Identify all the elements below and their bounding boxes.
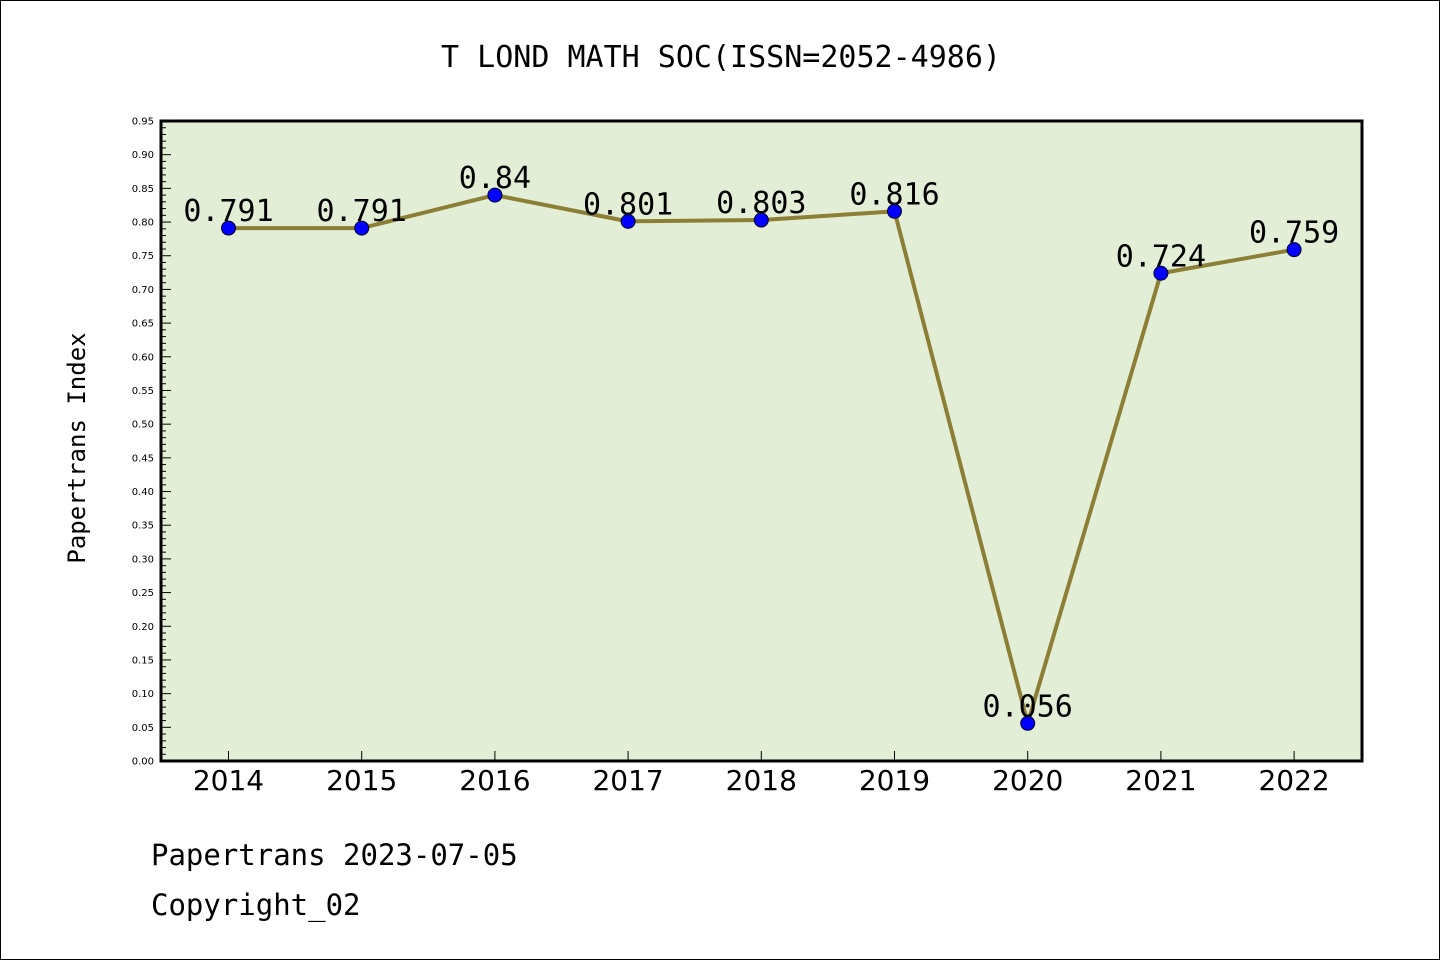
y-tick-label: 0.75 bbox=[132, 251, 154, 262]
y-tick-label: 0.35 bbox=[132, 521, 154, 532]
data-label: 0.759 bbox=[1249, 216, 1339, 251]
data-point bbox=[354, 220, 370, 236]
data-label: 0.801 bbox=[583, 187, 673, 222]
data-label: 0.056 bbox=[983, 689, 1073, 724]
x-tick-label: 2018 bbox=[726, 764, 797, 797]
footer-date: Papertrans 2023-07-05 bbox=[151, 838, 518, 872]
x-tick-label: 2014 bbox=[193, 764, 264, 797]
y-tick-label: 0.25 bbox=[132, 588, 154, 599]
series-group: 0.791 0.791 0.84 0.801 0.803 0.816 0.056 0.724 0… bbox=[183, 161, 1339, 731]
y-axis-ticks: 0.00 0.05 0.10 0.15 0.20 0.25 0.30 0.35 0.40 0.45… bbox=[132, 117, 171, 768]
data-label: 0.84 bbox=[459, 161, 531, 196]
footer-copyright: Copyright_02 bbox=[151, 888, 361, 923]
data-point bbox=[1286, 242, 1302, 258]
data-label: 0.816 bbox=[849, 177, 939, 212]
y-axis-label: Papertrans Index bbox=[63, 332, 91, 563]
y-tick-label: 0.90 bbox=[132, 150, 154, 161]
data-point bbox=[620, 213, 636, 229]
y-tick-label: 0.70 bbox=[132, 285, 154, 296]
data-label: 0.791 bbox=[183, 194, 273, 229]
y-tick-label: 0.00 bbox=[132, 757, 154, 768]
data-label: 0.724 bbox=[1116, 239, 1206, 274]
y-tick-label: 0.45 bbox=[132, 453, 154, 464]
data-point bbox=[1153, 265, 1169, 281]
y-tick-label: 0.55 bbox=[132, 386, 154, 397]
chart-title: T LOND MATH SOC(ISSN=2052-4986) bbox=[441, 40, 1001, 75]
y-tick-label: 0.30 bbox=[132, 554, 154, 565]
y-tick-label: 0.20 bbox=[132, 622, 154, 633]
y-tick-label: 0.15 bbox=[132, 655, 154, 666]
y-tick-label: 0.40 bbox=[132, 487, 154, 498]
y-tick-label: 0.60 bbox=[132, 352, 154, 363]
y-tick-label: 0.95 bbox=[132, 117, 154, 128]
data-point bbox=[221, 220, 236, 236]
data-point bbox=[887, 203, 902, 219]
data-point bbox=[753, 212, 769, 228]
data-label: 0.791 bbox=[317, 194, 407, 229]
x-tick-label: 2020 bbox=[992, 764, 1063, 797]
data-point bbox=[487, 187, 503, 203]
x-tick-label: 2016 bbox=[459, 764, 530, 797]
x-tick-label: 2019 bbox=[859, 764, 930, 797]
x-tick-label: 2015 bbox=[326, 764, 397, 797]
y-tick-label: 0.65 bbox=[132, 319, 154, 330]
data-point bbox=[1020, 715, 1036, 731]
y-tick-label: 0.05 bbox=[132, 723, 154, 734]
y-tick-label: 0.50 bbox=[132, 420, 154, 431]
x-tick-label: 2021 bbox=[1125, 764, 1196, 797]
y-tick-label: 0.10 bbox=[132, 689, 154, 700]
x-tick-label: 2017 bbox=[592, 764, 663, 797]
x-tick-label: 2022 bbox=[1258, 764, 1329, 797]
y-tick-label: 0.80 bbox=[132, 218, 154, 229]
y-tick-label: 0.85 bbox=[132, 184, 154, 195]
plot-border bbox=[159, 119, 1364, 763]
data-label: 0.803 bbox=[716, 186, 806, 221]
x-axis-ticks: 2014 2015 2016 2017 2018 2019 2020 2021 2022 bbox=[193, 751, 1330, 797]
